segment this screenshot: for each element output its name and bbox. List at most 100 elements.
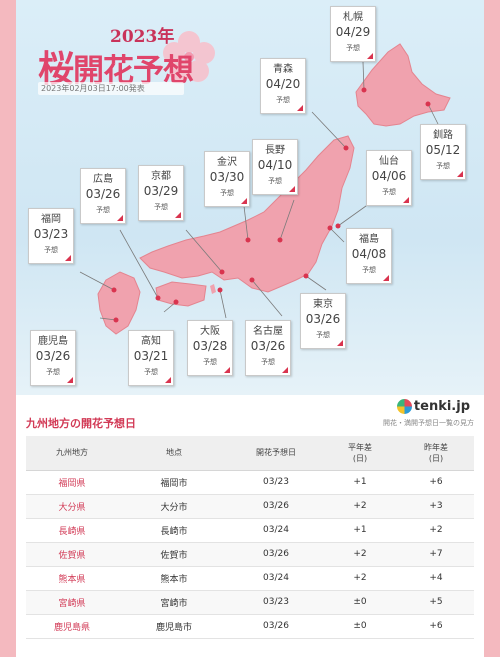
callout-nagano[interactable]: 長野 04/10 予想 xyxy=(252,139,298,195)
date-cell: 03/24 xyxy=(230,566,322,591)
location-cell: 熊本市 xyxy=(118,566,230,591)
callout-forecast-label: 予想 xyxy=(268,177,282,185)
title-year: 2023年 xyxy=(110,27,175,47)
callout-date: 03/29 xyxy=(143,184,179,198)
date-cell: 03/26 xyxy=(230,614,322,639)
callout-nagoya[interactable]: 名古屋 03/26 予想 xyxy=(245,320,291,376)
prefecture-link[interactable]: 佐賀県 xyxy=(26,542,118,567)
col-lastyear-diff: 昨年差 (日) xyxy=(398,436,474,471)
location-cell: 宮崎市 xyxy=(118,590,230,615)
callout-date: 04/20 xyxy=(265,77,301,91)
tenki-logo-icon xyxy=(396,399,412,414)
callout-date: 03/28 xyxy=(192,339,228,353)
kyushu-shape xyxy=(97,271,141,335)
callout-sendai[interactable]: 仙台 04/06 予想 xyxy=(366,150,412,206)
table-row: 熊本県 熊本市 03/24 +2 +4 xyxy=(26,566,474,591)
normal-diff-cell: +2 xyxy=(322,494,398,519)
callout-city: 釧路 xyxy=(433,130,453,141)
city-markers xyxy=(111,87,431,323)
shikoku-shape xyxy=(155,281,207,307)
callout-date: 03/21 xyxy=(133,349,169,363)
callout-forecast-label: 予想 xyxy=(144,368,158,376)
location-cell: 佐賀市 xyxy=(118,542,230,567)
normal-diff-cell: +2 xyxy=(322,542,398,567)
callout-forecast-label: 予想 xyxy=(220,189,234,197)
sakura-forecast-map: 2023年 桜開花予想 2023年02月03日17:00発表 札幌 04/29 … xyxy=(16,0,484,395)
callout-forecast-label: 予想 xyxy=(346,44,360,52)
forecast-list-help-link[interactable]: 開花・満開予想日一覧の見方 xyxy=(383,419,474,427)
callout-forecast-label: 予想 xyxy=(154,203,168,211)
callout-city: 大阪 xyxy=(200,326,220,337)
callout-date: 04/06 xyxy=(371,169,407,183)
callout-forecast-label: 予想 xyxy=(46,368,60,376)
callout-city: 鹿児島 xyxy=(38,336,68,347)
lastyear-diff-cell: +5 xyxy=(398,590,474,615)
lastyear-diff-cell: +6 xyxy=(398,614,474,639)
prefecture-link[interactable]: 鹿児島県 xyxy=(26,614,118,639)
prefecture-link[interactable]: 福岡県 xyxy=(26,470,118,495)
col-forecast-date: 開花予想日 xyxy=(230,436,322,471)
table-row: 佐賀県 佐賀市 03/26 +2 +7 xyxy=(26,542,474,567)
callout-forecast-label: 予想 xyxy=(382,188,396,196)
callout-sapporo[interactable]: 札幌 04/29 予想 xyxy=(330,6,376,62)
tenki-logo[interactable]: tenki.jp xyxy=(396,399,470,414)
honshu-shape xyxy=(139,135,355,293)
callout-date: 03/26 xyxy=(305,312,341,326)
leader-lines xyxy=(79,61,439,321)
col-location: 地点 xyxy=(118,436,230,471)
prefecture-link[interactable]: 長崎県 xyxy=(26,518,118,543)
callout-forecast-label: 予想 xyxy=(44,246,58,254)
callout-forecast-label: 予想 xyxy=(362,266,376,274)
callout-tokyo[interactable]: 東京 03/26 予想 xyxy=(300,293,346,349)
lastyear-diff-cell: +2 xyxy=(398,518,474,543)
callout-forecast-label: 予想 xyxy=(203,358,217,366)
callout-kyoto[interactable]: 京都 03/29 予想 xyxy=(138,165,184,221)
lastyear-diff-cell: +6 xyxy=(398,470,474,495)
normal-diff-cell: +1 xyxy=(322,470,398,495)
forecast-title: 2023年 桜開花予想 xyxy=(38,18,215,90)
callout-fukuoka[interactable]: 福岡 03/23 予想 xyxy=(28,208,74,264)
callout-date: 03/26 xyxy=(35,349,71,363)
callout-city: 長野 xyxy=(265,145,285,156)
normal-diff-cell: ±0 xyxy=(322,590,398,615)
callout-aomori[interactable]: 青森 04/20 予想 xyxy=(260,58,306,114)
callout-forecast-label: 予想 xyxy=(316,331,330,339)
callout-city: 金沢 xyxy=(217,157,237,168)
callout-date: 04/10 xyxy=(257,158,293,172)
callout-kagoshima[interactable]: 鹿児島 03/26 予想 xyxy=(30,330,76,386)
callout-date: 05/12 xyxy=(425,143,461,157)
kyushu-section-header: 九州地方の開花予想日 開花・満開予想日一覧の見方 xyxy=(26,415,474,433)
prefecture-link[interactable]: 宮崎県 xyxy=(26,590,118,615)
callout-hiroshima[interactable]: 広島 03/26 予想 xyxy=(80,168,126,224)
date-cell: 03/26 xyxy=(230,494,322,519)
callout-city: 京都 xyxy=(151,171,171,182)
location-cell: 福岡市 xyxy=(118,470,230,495)
lastyear-diff-cell: +4 xyxy=(398,566,474,591)
date-cell: 03/26 xyxy=(230,542,322,567)
date-cell: 03/23 xyxy=(230,590,322,615)
table-row: 大分県 大分市 03/26 +2 +3 xyxy=(26,494,474,519)
table-header-row: 九州地方 地点 開花予想日 平年差 (日) 昨年差 (日) xyxy=(26,436,474,471)
prefecture-link[interactable]: 熊本県 xyxy=(26,566,118,591)
callout-date: 03/30 xyxy=(209,170,245,184)
lastyear-diff-cell: +3 xyxy=(398,494,474,519)
callout-date: 03/23 xyxy=(33,227,69,241)
callout-fukushima[interactable]: 福島 04/08 予想 xyxy=(346,228,392,284)
callout-date: 03/26 xyxy=(85,187,121,201)
date-cell: 03/24 xyxy=(230,518,322,543)
callout-osaka[interactable]: 大阪 03/28 予想 xyxy=(187,320,233,376)
callout-kushiro[interactable]: 釧路 05/12 予想 xyxy=(420,124,466,180)
issued-timestamp: 2023年02月03日17:00発表 xyxy=(38,82,184,95)
callout-forecast-label: 予想 xyxy=(436,162,450,170)
table-row: 長崎県 長崎市 03/24 +1 +2 xyxy=(26,518,474,543)
callout-kochi[interactable]: 高知 03/21 予想 xyxy=(128,330,174,386)
callout-kanazawa[interactable]: 金沢 03/30 予想 xyxy=(204,151,250,207)
location-cell: 長崎市 xyxy=(118,518,230,543)
date-cell: 03/23 xyxy=(230,470,322,495)
prefecture-link[interactable]: 大分県 xyxy=(26,494,118,519)
callout-city: 名古屋 xyxy=(253,326,283,337)
normal-diff-cell: +1 xyxy=(322,518,398,543)
callout-forecast-label: 予想 xyxy=(276,96,290,104)
japan-map xyxy=(79,43,451,335)
section-title: 九州地方の開花予想日 xyxy=(26,417,136,430)
